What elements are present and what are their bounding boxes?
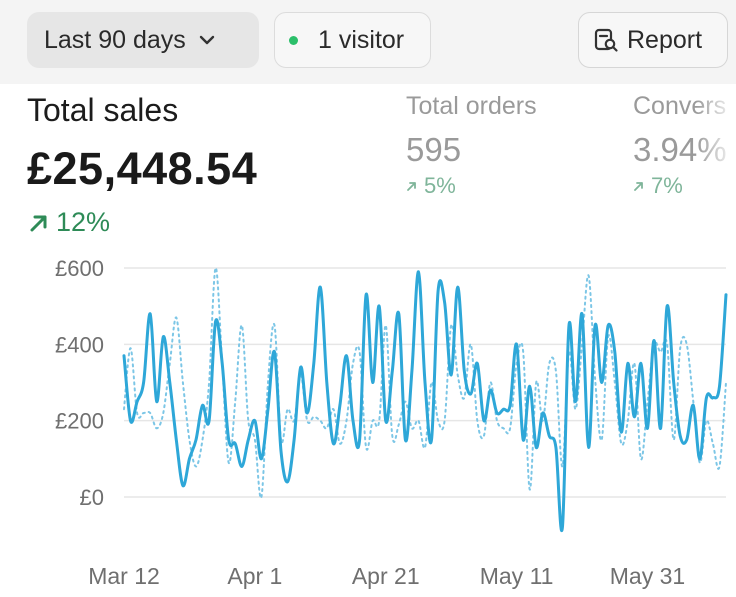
x-tick-label: May 31 — [610, 563, 685, 589]
arrow-up-right-icon — [634, 182, 643, 191]
report-label: Report — [627, 25, 703, 54]
x-tick-label: May 11 — [480, 563, 554, 589]
live-visitors-button[interactable]: 1 visitor — [274, 12, 431, 68]
chevron-down-icon — [198, 34, 216, 46]
visitors-label: 1 visitor — [318, 25, 405, 54]
x-tick-label: Mar 12 — [88, 563, 160, 589]
total-sales-change-value: 12% — [56, 207, 111, 237]
arrow-up-right-icon — [30, 215, 47, 231]
x-tick-label: Apr 1 — [227, 563, 282, 589]
conversion-change-value: 7% — [651, 173, 683, 198]
total-sales-label: Total sales — [27, 92, 179, 128]
arrow-up-right-icon — [407, 182, 416, 191]
x-tick-label: Apr 21 — [352, 563, 420, 589]
total-orders-card[interactable]: Total orders 595 5% — [406, 92, 537, 199]
series-line-comparison — [123, 266, 727, 499]
total-sales-change: 12% — [28, 207, 110, 238]
report-button[interactable]: Report — [578, 12, 728, 68]
conversion-change: 7% — [633, 173, 727, 199]
y-tick-label: £0 — [80, 485, 104, 510]
total-sales-value: £25,448.54 — [27, 143, 258, 194]
series-line-current — [122, 270, 728, 532]
report-search-icon — [593, 27, 619, 53]
y-tick-label: £400 — [55, 332, 104, 357]
total-orders-value: 595 — [406, 131, 462, 168]
date-range-label: Last 90 days — [44, 25, 186, 54]
total-orders-label: Total orders — [406, 92, 537, 120]
date-range-selector[interactable]: Last 90 days — [27, 12, 259, 68]
edge-fade — [696, 84, 736, 214]
y-tick-label: £600 — [55, 256, 104, 281]
live-status-dot — [289, 35, 298, 45]
total-orders-change-value: 5% — [424, 173, 456, 198]
sales-line-chart: £600 £400 £200 £0 Mar 12 Apr 1 Apr 21 May 11 May… — [55, 256, 728, 589]
total-orders-change: 5% — [406, 173, 537, 199]
y-tick-label: £200 — [55, 409, 104, 434]
